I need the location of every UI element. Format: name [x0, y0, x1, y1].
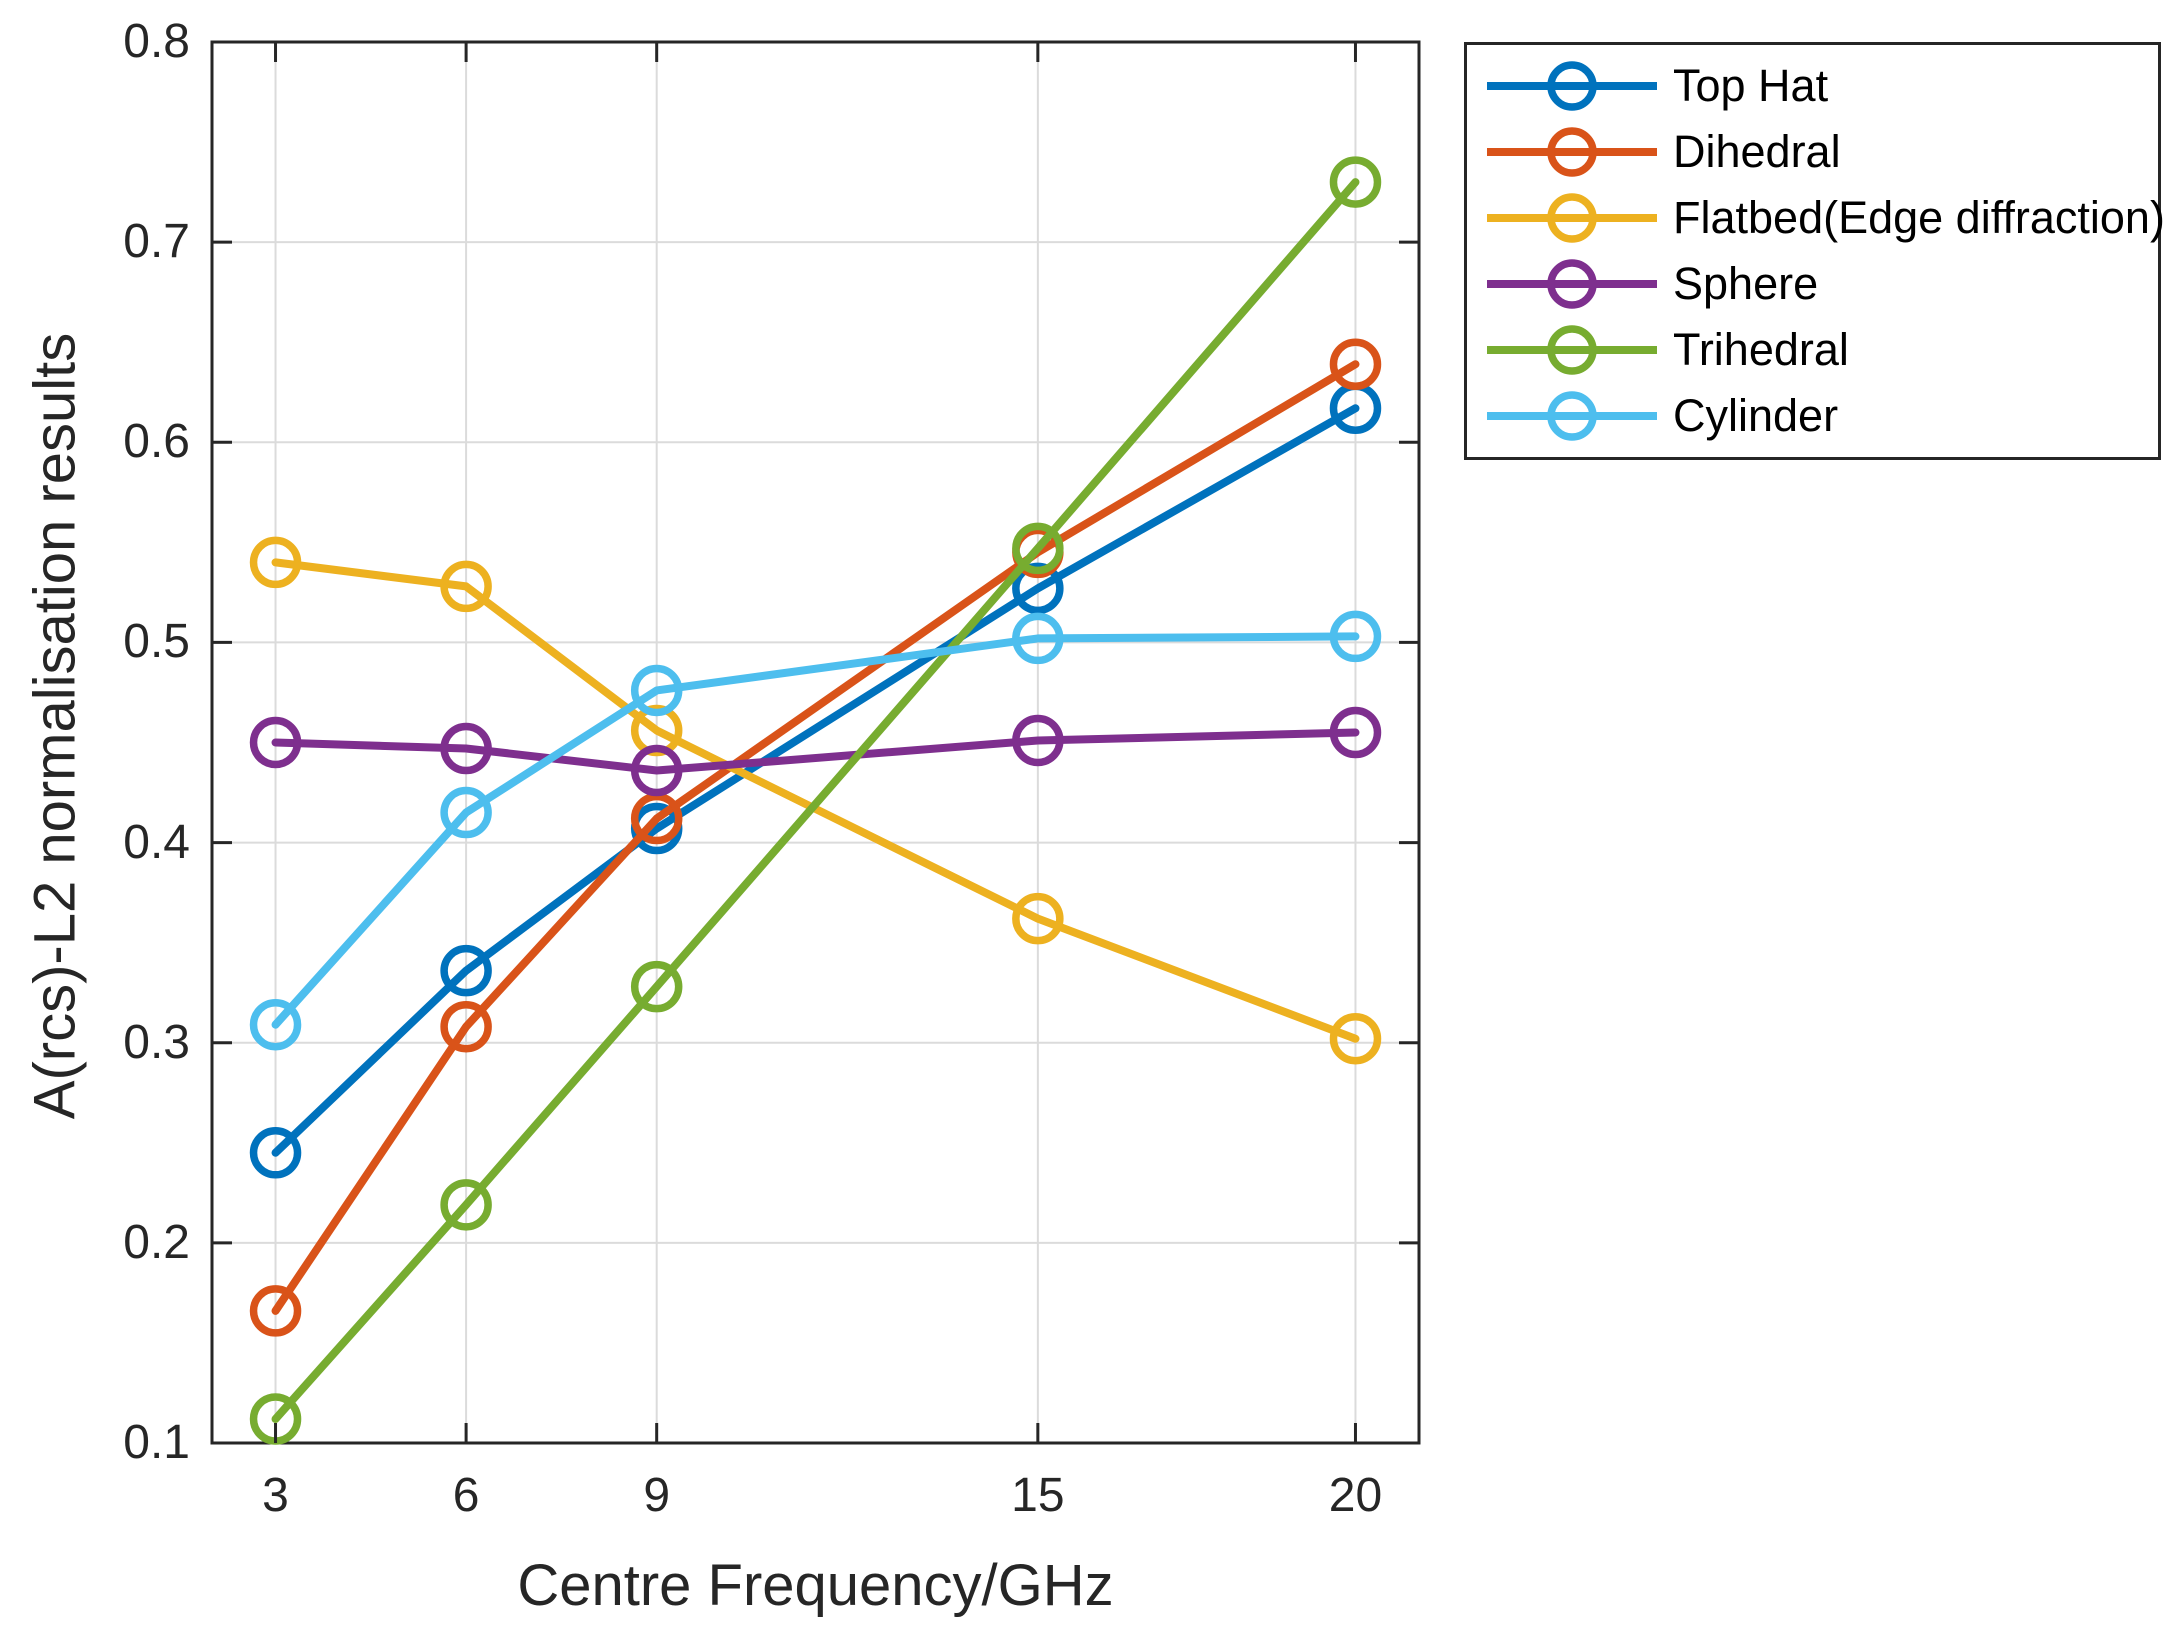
data-point-marker — [1012, 714, 1064, 767]
series-line-flatbed-edge-diffraction — [271, 558, 1360, 1043]
legend-marker-sample — [1547, 259, 1597, 309]
y-tick-label: 0.6 — [123, 415, 190, 469]
legend-line-marker-icon — [1487, 259, 1657, 309]
data-point-marker — [630, 744, 683, 797]
plot-border — [210, 40, 1421, 1445]
data-point-marker — [630, 664, 683, 717]
series-markers-dihedral — [249, 338, 1382, 1337]
legend-line-marker-icon — [1487, 391, 1657, 441]
data-point-marker — [1012, 892, 1064, 945]
legend-line-marker-icon — [1487, 61, 1657, 111]
legend-item-trihedral: Trihedral — [1487, 318, 2158, 382]
series-markers-sphere — [249, 706, 1382, 797]
data-point-marker — [440, 786, 492, 839]
data-point-marker — [1329, 610, 1382, 663]
legend-item-label: Sphere — [1673, 258, 1819, 309]
series-line-trihedral — [271, 178, 1360, 1423]
y-tick-label: 0.7 — [123, 215, 190, 269]
y-tick-label: 0.2 — [123, 1215, 190, 1269]
data-point-marker — [440, 560, 492, 613]
y-tick-label: 0.1 — [123, 1416, 190, 1469]
data-point-marker — [630, 792, 683, 845]
legend-item-label: Cylinder — [1673, 390, 1839, 441]
data-point-marker — [1329, 156, 1382, 208]
data-point-marker — [249, 1127, 302, 1179]
data-point-marker — [440, 944, 492, 997]
series-line-sphere — [271, 728, 1360, 775]
data-point-marker — [440, 722, 492, 775]
x-tick-label: 6 — [452, 1469, 480, 1522]
series-markers-cylinder — [249, 610, 1382, 1051]
data-point-marker — [1012, 522, 1064, 575]
data-point-marker — [440, 1179, 492, 1231]
legend-item-sphere: Sphere — [1487, 252, 2158, 316]
x-tick-label: 20 — [1328, 1469, 1383, 1522]
x-tick-label: 3 — [262, 1469, 289, 1522]
x-axis-label: Centre Frequency/GHz — [517, 1553, 1114, 1618]
legend-marker-sample — [1547, 193, 1597, 243]
series-line-cylinder — [271, 632, 1360, 1029]
data-point-marker — [1329, 1012, 1382, 1065]
series-markers-trihedral — [249, 156, 1382, 1445]
legend-line-marker-icon — [1487, 193, 1657, 243]
legend-line-marker-icon — [1487, 325, 1657, 375]
data-point-marker — [1329, 706, 1382, 759]
legend-item-label: Flatbed(Edge diffraction) — [1673, 192, 2165, 243]
legend-marker-sample — [1547, 61, 1597, 111]
legend-marker-sample — [1547, 325, 1597, 375]
legend-item-flatbed-edge-diffraction: Flatbed(Edge diffraction) — [1487, 186, 2165, 250]
y-tick-label: 0.8 — [123, 15, 190, 68]
legend-line-marker-icon — [1487, 127, 1657, 177]
data-point-marker — [249, 536, 302, 589]
plot-area-svg — [210, 40, 1421, 1445]
y-tick-label: 0.3 — [123, 1015, 190, 1069]
data-point-marker — [249, 716, 302, 769]
y-tick-label: 0.5 — [123, 615, 190, 669]
legend-marker-sample — [1547, 391, 1597, 441]
data-point-marker — [630, 960, 683, 1013]
legend-item-label: Trihedral — [1673, 324, 1849, 375]
data-point-marker — [1329, 338, 1382, 390]
legend-item-label: Dihedral — [1673, 126, 1841, 177]
legend-item-top-hat: Top Hat — [1487, 54, 2158, 118]
data-point-marker — [249, 998, 302, 1051]
series-markers-flatbed-edge-diffraction — [249, 536, 1382, 1065]
x-tick-label: 9 — [643, 1469, 671, 1522]
legend-item-cylinder: Cylinder — [1487, 384, 2158, 448]
data-point-marker — [1012, 612, 1064, 665]
data-point-marker — [249, 1285, 302, 1337]
data-point-marker — [440, 1000, 492, 1053]
series-line-top-hat — [271, 404, 1360, 1157]
series-markers-top-hat — [249, 382, 1382, 1179]
legend: Top Hat Dihedral Flatbed(Edge diffraction)… — [1464, 42, 2165, 460]
x-tick-label: 15 — [1011, 1469, 1065, 1522]
data-point-marker — [630, 704, 683, 757]
y-tick-label: 0.4 — [123, 815, 190, 869]
data-point-marker — [1012, 562, 1064, 615]
legend-item-dihedral: Dihedral — [1487, 120, 2158, 184]
legend-marker-sample — [1547, 127, 1597, 177]
legend-item-label: Top Hat — [1673, 60, 1829, 111]
y-axis-label: A(rcs)-L2 normalisation results — [22, 332, 88, 1120]
series-line-dihedral — [271, 360, 1360, 1315]
